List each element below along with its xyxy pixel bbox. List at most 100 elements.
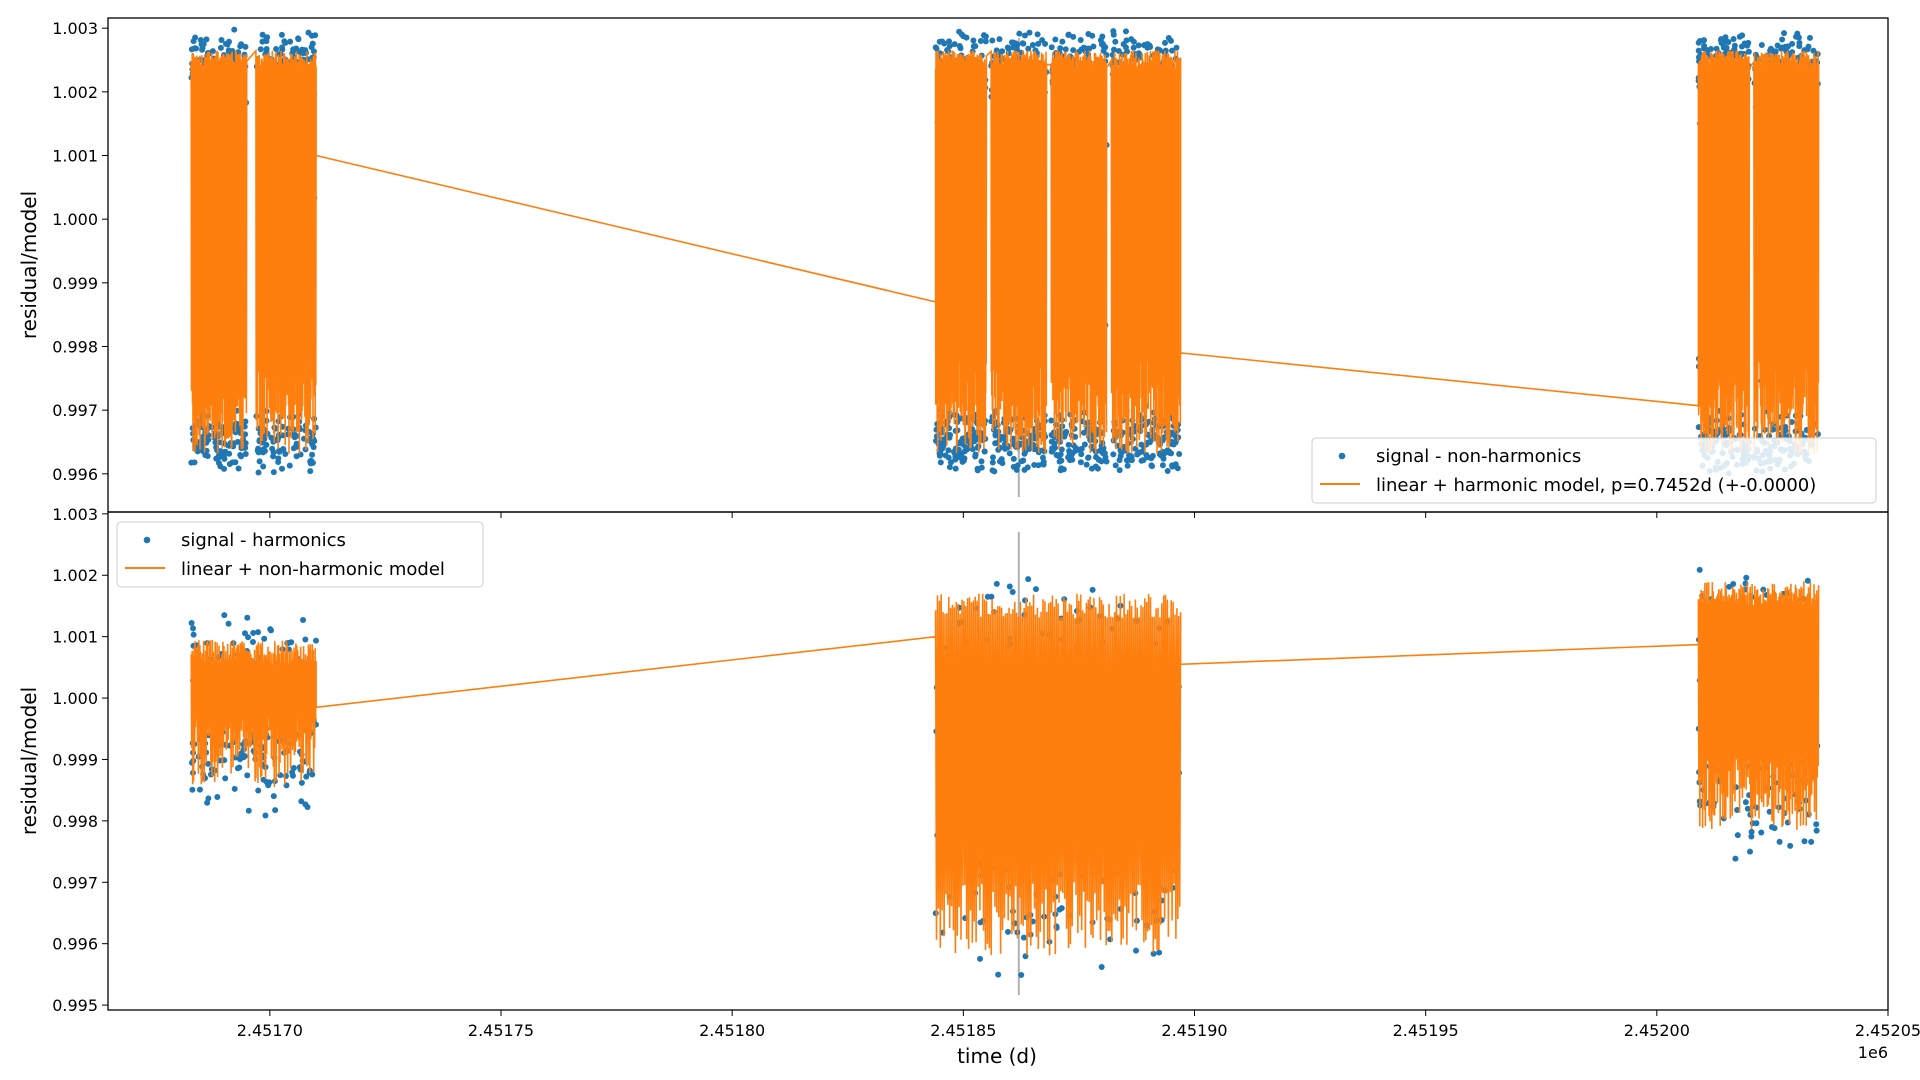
top-signal-point	[956, 454, 963, 461]
x-tick-label: 2.45175	[468, 1021, 534, 1040]
top-signal-point	[305, 29, 312, 36]
bottom-signal-point	[214, 793, 221, 800]
top-signal-point	[256, 458, 263, 465]
bottom-signal-point	[1748, 833, 1755, 840]
bottom-signal-point	[1156, 949, 1163, 956]
top-signal-point	[1020, 457, 1027, 464]
top-signal-point	[1002, 445, 1009, 452]
top-signal-point	[235, 465, 242, 472]
bottom-y-axis-label: residual/model	[17, 687, 41, 835]
top-signal-point	[194, 448, 201, 455]
top-signal-point	[278, 31, 285, 38]
bottom-signal-point	[234, 765, 241, 772]
top-signal-point	[950, 448, 957, 455]
top-signal-point	[204, 452, 211, 459]
top-y-tick-label: 0.999	[52, 274, 98, 293]
bottom-signal-point	[189, 786, 196, 793]
bottom-signal-point	[984, 593, 991, 600]
top-signal-point	[1159, 462, 1166, 469]
top-signal-point	[1796, 43, 1803, 50]
top-signal-point	[1060, 466, 1067, 473]
bottom-signal-point	[993, 580, 1000, 587]
top-signal-point	[1745, 48, 1752, 55]
top-signal-point	[1022, 448, 1029, 455]
top-signal-point	[281, 38, 288, 45]
top-signal-point	[1005, 45, 1012, 52]
top-signal-point	[242, 450, 249, 457]
bottom-signal-point	[250, 629, 257, 636]
bottom-signal-point	[1098, 964, 1105, 971]
top-signal-point	[1164, 467, 1171, 474]
top-signal-point	[1058, 446, 1065, 453]
top-signal-point	[238, 453, 245, 460]
top-signal-point	[1772, 49, 1779, 56]
top-signal-point	[1707, 45, 1714, 52]
top-y-tick-label: 0.997	[52, 401, 98, 420]
top-signal-point	[1048, 417, 1055, 424]
top-signal-point	[1713, 417, 1720, 424]
bottom-signal-point	[238, 750, 245, 757]
top-signal-point	[995, 446, 1002, 453]
top-signal-point	[1112, 462, 1119, 469]
top-signal-point	[242, 43, 249, 50]
top-signal-point	[964, 446, 971, 453]
top-signal-point	[1722, 34, 1729, 41]
bottom-signal-point	[995, 971, 1002, 978]
top-signal-point	[937, 449, 944, 456]
top-signal-point	[255, 469, 262, 476]
top-signal-point	[1065, 441, 1072, 448]
x-axis-label: time (d)	[957, 1044, 1037, 1068]
top-signal-point	[992, 432, 999, 439]
top-signal-point	[952, 465, 959, 472]
top-plot-area	[188, 26, 1821, 497]
top-signal-point	[1039, 454, 1046, 461]
bottom-legend-label-model: linear + non-harmonic model	[181, 559, 445, 580]
top-signal-point	[996, 36, 1003, 43]
bottom-y-tick-label: 1.002	[52, 566, 98, 585]
top-signal-point	[192, 34, 199, 41]
bottom-signal-point	[225, 620, 232, 627]
bottom-signal-point	[261, 635, 268, 642]
top-signal-point	[1110, 31, 1117, 38]
top-signal-point	[989, 454, 996, 461]
bottom-signal-point	[244, 772, 251, 779]
top-signal-point	[970, 37, 977, 44]
bottom-signal-point	[1004, 928, 1011, 935]
top-signal-point	[939, 38, 946, 45]
top-signal-point	[974, 444, 981, 451]
bottom-signal-point	[277, 772, 284, 779]
x-axis-offset-label: 1e6	[1858, 1043, 1888, 1062]
top-signal-point	[1148, 462, 1155, 469]
top-signal-point	[1085, 454, 1092, 461]
bottom-signal-point	[1734, 832, 1741, 839]
top-signal-point	[275, 459, 282, 466]
top-signal-point	[1731, 42, 1738, 49]
top-signal-point	[225, 49, 232, 56]
top-signal-point	[220, 453, 227, 460]
top-signal-point	[1781, 30, 1788, 37]
bottom-signal-point	[268, 627, 275, 634]
top-signal-point	[946, 38, 953, 45]
bottom-signal-point	[249, 638, 256, 645]
top-signal-point	[1008, 39, 1015, 46]
bottom-signal-point	[1732, 855, 1739, 862]
x-tick-label: 2.45195	[1393, 1021, 1459, 1040]
bottom-signal-point	[266, 779, 273, 786]
x-tick-label: 2.45185	[930, 1021, 996, 1040]
top-signal-point	[309, 40, 316, 47]
bottom-signal-point	[1032, 586, 1039, 593]
bottom-legend: signal - harmonics linear + non-harmonic…	[116, 521, 484, 588]
top-signal-point	[1148, 455, 1155, 462]
top-signal-point	[947, 459, 954, 466]
top-signal-point	[991, 468, 998, 475]
top-y-tick-label: 0.998	[52, 337, 98, 356]
top-signal-point	[1767, 45, 1774, 52]
top-signal-point	[1118, 449, 1125, 456]
top-signal-point	[263, 46, 270, 53]
top-signal-point	[989, 37, 996, 44]
top-signal-point	[218, 37, 225, 44]
top-model-line	[190, 48, 1820, 455]
top-signal-point	[981, 448, 988, 455]
top-signal-point	[188, 46, 195, 53]
bottom-signal-point	[1749, 820, 1756, 827]
